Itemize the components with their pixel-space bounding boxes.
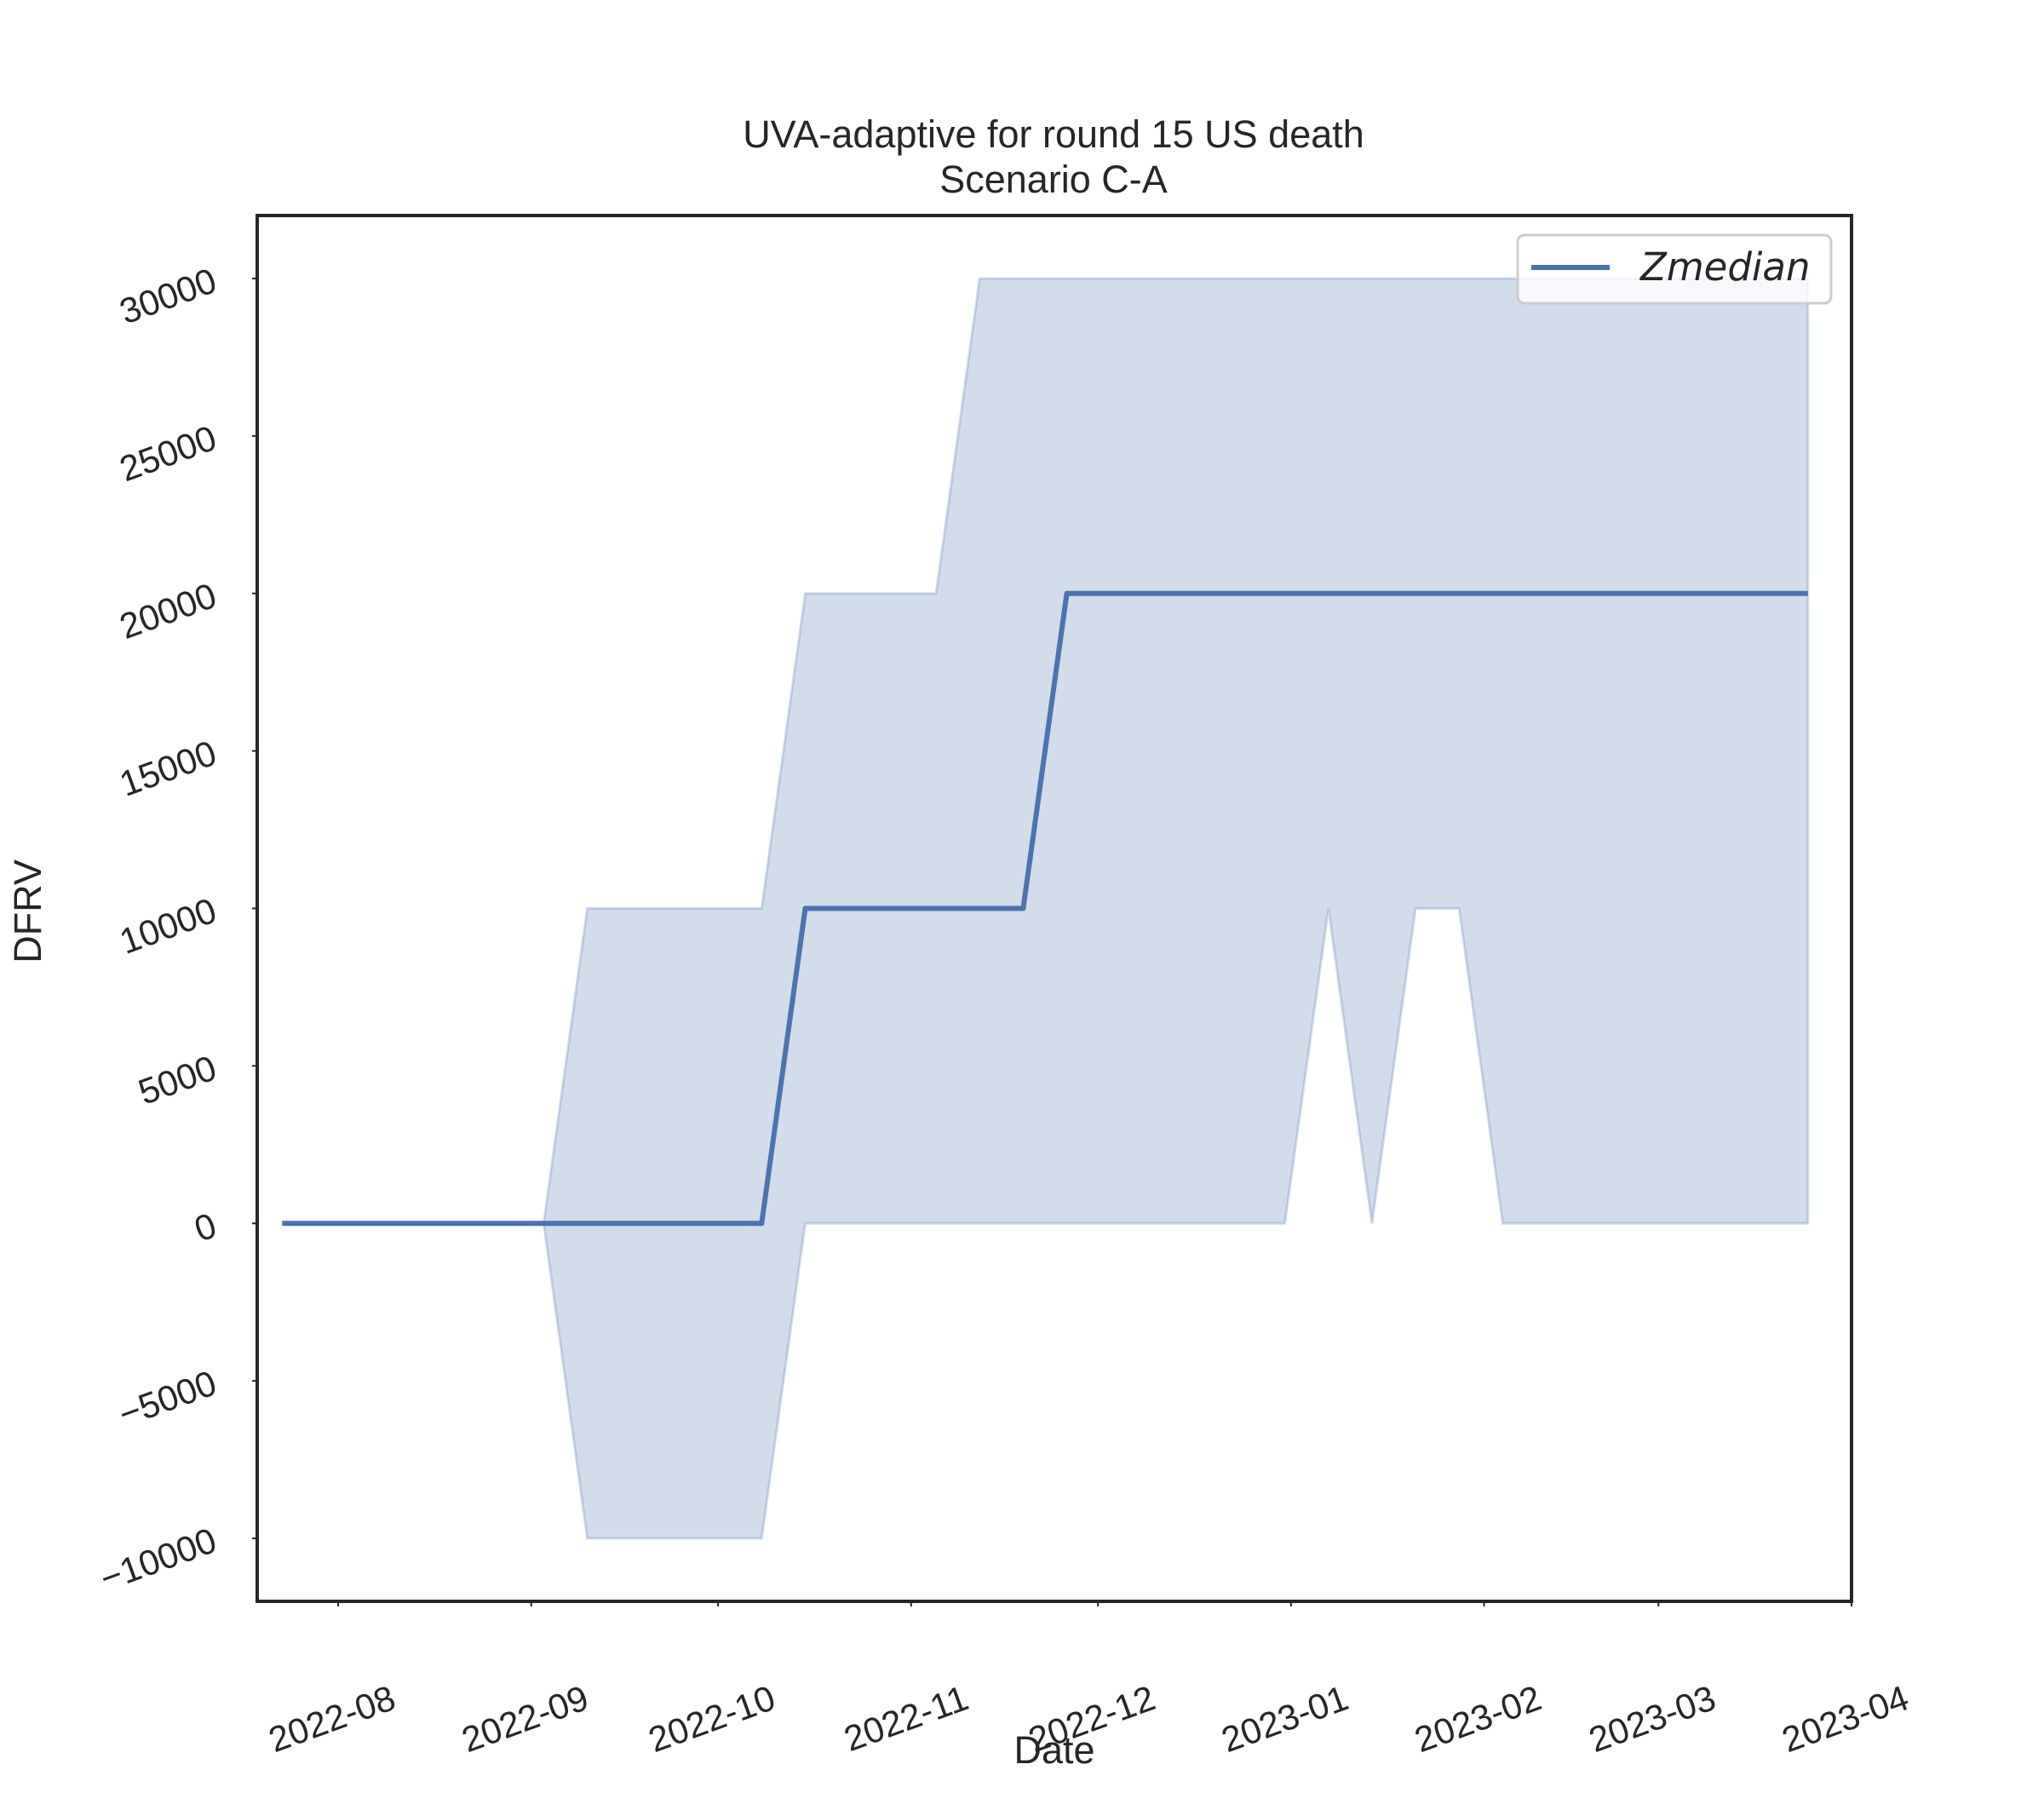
- chart-subtitle: Scenario C-A: [939, 158, 1168, 201]
- legend-label-zmedian: Zmedian: [1639, 244, 1811, 290]
- plot-area: [282, 277, 1810, 1540]
- x-axis-label: Date: [1013, 1728, 1094, 1772]
- chart-title: UVA-adaptive for round 15 US death: [743, 112, 1364, 156]
- legend-box: [1516, 233, 1833, 305]
- y-axis-label: DFRV: [6, 859, 49, 963]
- legend: Zmedian: [1516, 233, 1833, 305]
- series-line-zmedian: [282, 590, 1808, 1227]
